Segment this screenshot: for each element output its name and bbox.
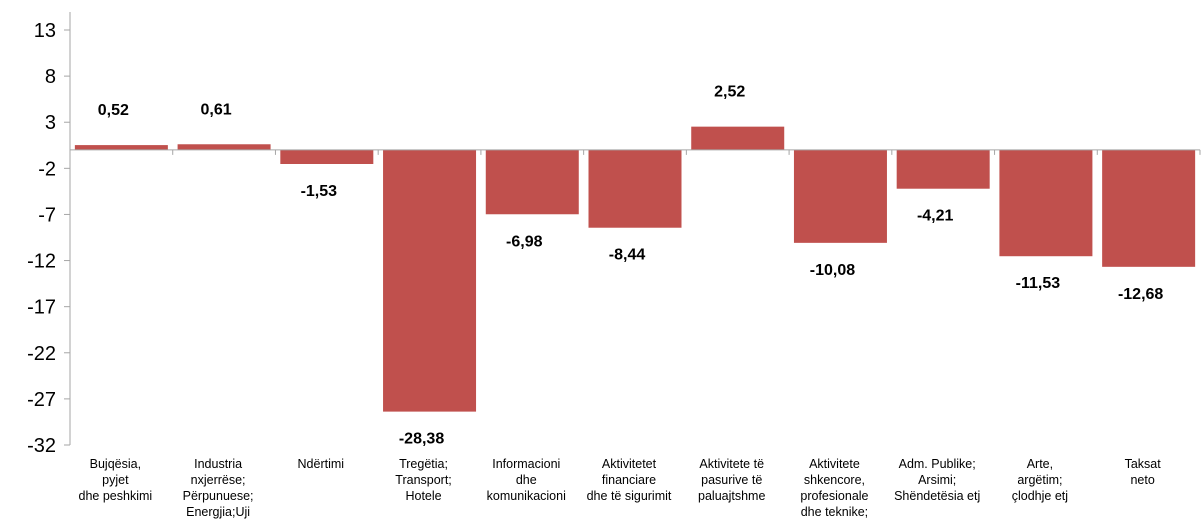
category-label: Bujqësia, pyjet dhe peshkimi bbox=[79, 457, 153, 503]
bar bbox=[793, 149, 887, 243]
category-label-line: paluajtshme bbox=[698, 489, 765, 503]
category-label-line: neto bbox=[1130, 473, 1154, 487]
category-label-line: shkencore, bbox=[804, 473, 865, 487]
category-label-line: dhe peshkimi bbox=[79, 489, 153, 503]
category-label-line: profesionale bbox=[800, 489, 868, 503]
category-label-line: çlodhje etj bbox=[1012, 489, 1068, 503]
category-label-line: Ndërtimi bbox=[298, 457, 345, 471]
category-label-line: Bujqësia, bbox=[90, 457, 141, 471]
y-tick-label: -32 bbox=[27, 435, 56, 457]
data-label: -10,08 bbox=[810, 262, 855, 279]
category-label-line: Aktivitete bbox=[809, 457, 860, 471]
category-label-line: pyjet bbox=[102, 473, 129, 487]
category-label-line: Adm. Publike; bbox=[899, 457, 976, 471]
category-label: Taksat neto bbox=[1125, 457, 1162, 487]
category-label-line: komunikacioni bbox=[487, 489, 566, 503]
category-label-line: Taksat bbox=[1125, 457, 1162, 471]
bar bbox=[691, 126, 785, 150]
category-label-line: dhe bbox=[516, 473, 537, 487]
bars bbox=[74, 126, 1196, 412]
data-label: -6,98 bbox=[506, 233, 543, 250]
data-labels: 0,52 0,61 -1,53 -28,38 -6,98 -8,44 2,52 -10,08 -… bbox=[98, 84, 1164, 448]
bar bbox=[280, 149, 374, 164]
y-tick-label: -22 bbox=[27, 343, 56, 365]
category-label: Aktivitete shkencore, profesionale dhe tekn… bbox=[800, 457, 868, 519]
data-label: 2,52 bbox=[714, 84, 745, 101]
data-label: -12,68 bbox=[1118, 286, 1163, 303]
y-tick-label: -12 bbox=[27, 251, 56, 273]
category-labels: Bujqësia, pyjet dhe peshkimi Industria nxjer… bbox=[79, 457, 1162, 519]
category-label-line: Aktivitetet bbox=[602, 457, 657, 471]
category-label-line: dhe të sigurimit bbox=[587, 489, 672, 503]
data-label: -8,44 bbox=[609, 247, 646, 264]
category-label-line: Informacioni bbox=[492, 457, 560, 471]
bar bbox=[177, 144, 271, 150]
category-label: Tregëtia; Transport; Hotele bbox=[395, 457, 452, 503]
category-label-line: nxjerrëse; bbox=[191, 473, 246, 487]
data-label: -4,21 bbox=[917, 208, 954, 225]
category-label-line: Hotele bbox=[405, 489, 441, 503]
category-label-line: Transport; bbox=[395, 473, 452, 487]
category-label-line: dhe teknike; bbox=[801, 505, 868, 519]
y-tick-label: -27 bbox=[27, 389, 56, 411]
bar bbox=[896, 149, 990, 189]
y-tick-label: -17 bbox=[27, 297, 56, 319]
bar bbox=[1102, 149, 1196, 267]
category-label-line: Arte, bbox=[1027, 457, 1053, 471]
data-label: 0,52 bbox=[98, 102, 129, 119]
y-tick-label: 13 bbox=[34, 20, 56, 42]
category-label-line: argëtim; bbox=[1017, 473, 1062, 487]
data-label: 0,61 bbox=[201, 101, 232, 118]
y-tick-label: 8 bbox=[45, 66, 56, 88]
y-tick-label: -2 bbox=[38, 158, 56, 180]
category-label: Arte, argëtim; çlodhje etj bbox=[1012, 457, 1068, 503]
category-label-line: financiare bbox=[602, 473, 656, 487]
y-axis: 13 8 3 -2 -7 -12 -17 -22 -27 -32 bbox=[27, 12, 71, 457]
bar bbox=[74, 145, 168, 150]
category-label-line: pasurive të bbox=[701, 473, 762, 487]
category-label-line: Industria bbox=[194, 457, 242, 471]
category-label-line: Energjia;Uji bbox=[186, 505, 250, 519]
x-axis bbox=[69, 149, 1201, 155]
bar bbox=[999, 149, 1093, 257]
data-label: -28,38 bbox=[399, 431, 444, 448]
category-label-line: Tregëtia; bbox=[399, 457, 448, 471]
data-label: -11,53 bbox=[1016, 275, 1061, 292]
y-tick-label: 3 bbox=[45, 112, 56, 134]
y-tick-label: -7 bbox=[38, 204, 56, 226]
category-label: Ndërtimi bbox=[298, 457, 345, 471]
category-label: Informacioni dhe komunikacioni bbox=[487, 457, 566, 503]
category-label-line: Arsimi; bbox=[918, 473, 956, 487]
category-label: Industria nxjerrëse; Përpunuese; Energjia;U… bbox=[183, 457, 254, 519]
category-label: Aktivitetet financiare dhe të sigurimit bbox=[587, 457, 672, 503]
category-label-line: Përpunuese; bbox=[183, 489, 254, 503]
bar bbox=[485, 149, 579, 215]
bar bbox=[588, 149, 682, 228]
category-label-line: Aktivitete të bbox=[699, 457, 764, 471]
data-label: -1,53 bbox=[301, 183, 338, 200]
category-label: Aktivitete të pasurive të paluajtshme bbox=[698, 457, 765, 503]
category-label-line: Shëndetësia etj bbox=[894, 489, 980, 503]
bar bbox=[383, 149, 477, 412]
category-label: Adm. Publike; Arsimi; Shëndetësia etj bbox=[894, 457, 980, 503]
